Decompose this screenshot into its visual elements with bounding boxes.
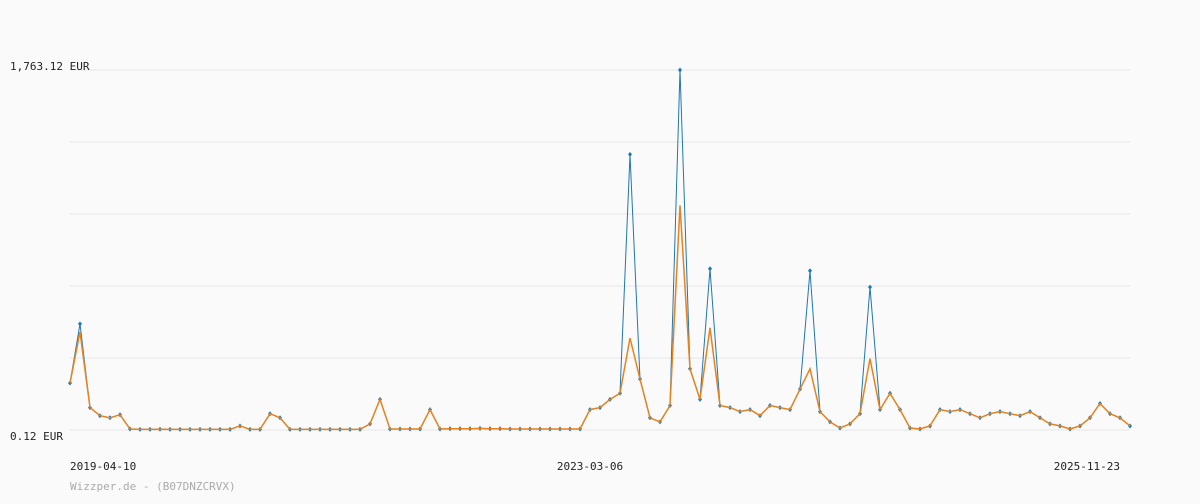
point-marker [868, 284, 872, 290]
point-marker [808, 268, 812, 274]
y-tick-label: 1,763.12 EUR [10, 60, 90, 73]
price-line [69, 205, 1131, 431]
x-tick-label: 2019-04-10 [70, 460, 136, 473]
x-tick-label: 2023-03-06 [557, 460, 623, 473]
footer: Wizzper.de - (B07DNZCRVX) [70, 480, 236, 493]
point-marker [628, 151, 632, 157]
point-marker [708, 266, 712, 272]
point-marker [78, 321, 82, 327]
y-tick-label: 0.12 EUR [10, 430, 63, 443]
x-tick-label: 2025-11-23 [1054, 460, 1120, 473]
point-marker [678, 67, 682, 73]
